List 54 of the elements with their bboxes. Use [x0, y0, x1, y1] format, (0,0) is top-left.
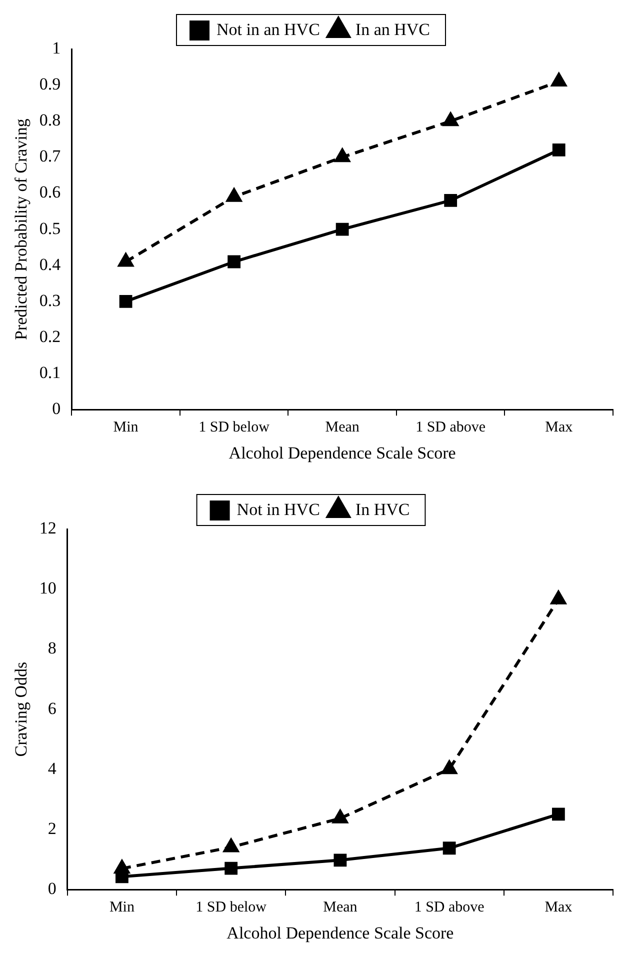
point — [119, 294, 132, 308]
y-tick-label: 0.9 — [39, 74, 61, 94]
y-tick-label: 2 — [48, 818, 56, 838]
x-tick-label: Max — [544, 900, 573, 916]
point — [226, 188, 242, 202]
y-tick-label: 0.6 — [39, 182, 61, 202]
point — [551, 72, 566, 86]
legend-label: Not in an HVC — [216, 20, 320, 39]
point — [336, 222, 349, 236]
point — [332, 810, 348, 824]
y-tick-label: 10 — [39, 578, 56, 598]
y-tick-label: 12 — [39, 518, 56, 538]
legend-label: In HVC — [355, 500, 410, 519]
point — [334, 854, 347, 867]
point — [552, 144, 566, 156]
point — [444, 194, 458, 207]
x-axis-title: Alcohol Dependence Scale Score — [226, 923, 454, 942]
x-tick-label: 1 SD below — [198, 420, 270, 436]
y-axis-title: Craving Odds — [12, 662, 31, 757]
y-tick-label: 0.2 — [39, 326, 61, 346]
y-tick-label: 0.4 — [39, 254, 62, 274]
y-tick-label: 4 — [48, 758, 57, 778]
point — [550, 590, 566, 604]
point — [224, 862, 238, 875]
y-tick-label: 1 — [52, 38, 61, 58]
y-tick-label: 0.3 — [39, 290, 61, 310]
x-tick-label: Mean — [325, 420, 360, 436]
x-tick-label: Min — [113, 420, 139, 436]
y-tick-label: 0.8 — [39, 110, 61, 130]
point — [228, 255, 241, 268]
point — [118, 253, 134, 267]
y-tick-label: 0.5 — [39, 218, 61, 238]
x-axis-title: Alcohol Dependence Scale Score — [228, 443, 456, 462]
point — [443, 112, 458, 126]
y-tick-label: 6 — [48, 698, 56, 718]
y-tick-label: 0 — [48, 879, 56, 898]
point — [334, 148, 350, 162]
x-tick-label: 1 SD above — [416, 420, 486, 436]
point — [442, 760, 457, 774]
y-tick-label: 0.1 — [39, 363, 61, 382]
point — [224, 838, 239, 852]
y-tick-label: 0.7 — [39, 146, 62, 166]
point — [442, 842, 456, 855]
y-axis-title: Predicted Probability of Craving — [12, 118, 31, 340]
legend-label: Not in HVC — [236, 500, 320, 519]
point — [552, 808, 565, 821]
x-tick-label: Max — [545, 420, 574, 436]
x-tick-label: 1 SD below — [196, 900, 267, 916]
y-tick-label: 8 — [48, 638, 56, 658]
x-tick-label: Min — [109, 900, 135, 916]
y-tick-label: 0 — [52, 399, 61, 418]
x-tick-label: Mean — [323, 900, 358, 916]
x-tick-label: 1 SD above — [414, 900, 485, 916]
legend-label: In an HVC — [355, 20, 430, 39]
